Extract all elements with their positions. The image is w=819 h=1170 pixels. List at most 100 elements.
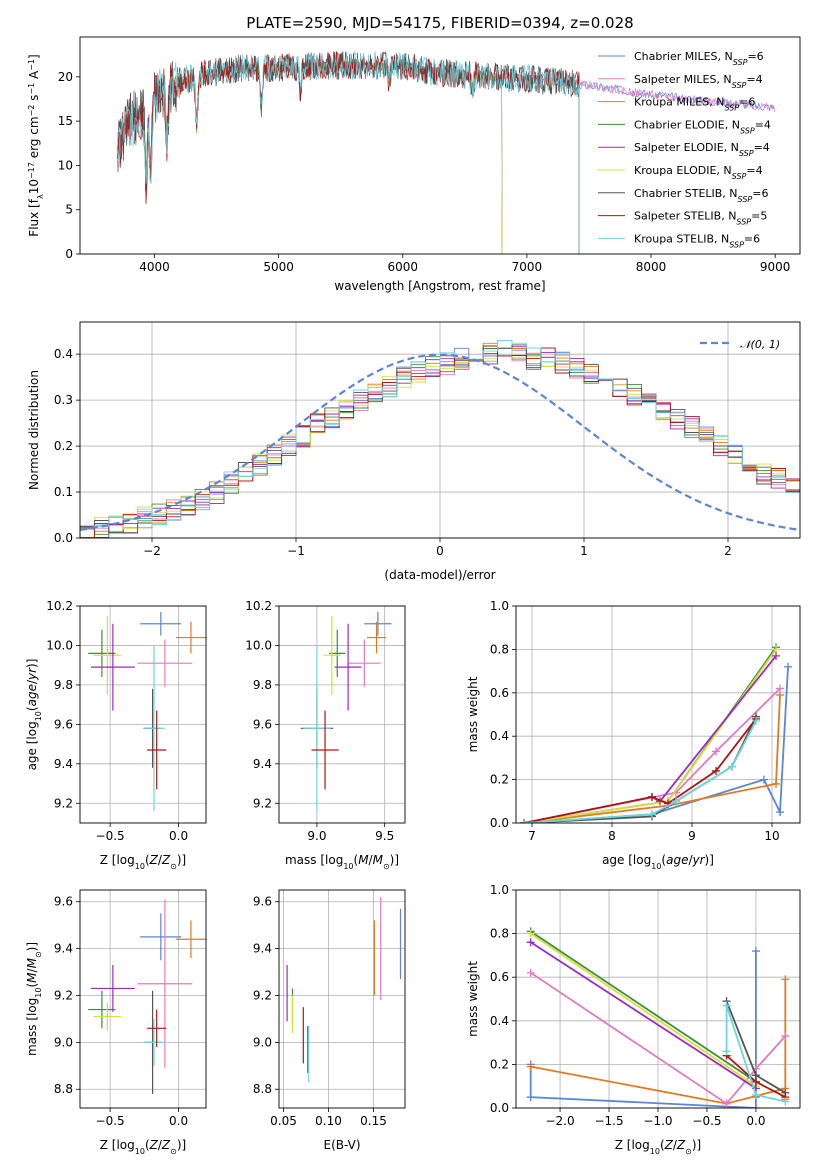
plot-area: [300, 611, 392, 812]
label-part: −2: [27, 105, 36, 117]
x-tick-label: 0.15: [360, 1114, 387, 1128]
label-part: /: [25, 679, 39, 684]
weight-series-salpeter-elodie: [526, 938, 760, 1093]
label-part: Flux [f: [27, 198, 41, 236]
label-part: age: [666, 853, 688, 867]
label-part: yr: [692, 853, 706, 867]
weight-series-chabrier-elodie: [526, 927, 760, 1086]
weight-marker: [722, 1047, 731, 1056]
plot-area: [526, 927, 790, 1108]
legend-sub: SSP: [724, 103, 739, 112]
errorbar-salpeter-stelib: [311, 710, 339, 790]
label-part: Z [log: [100, 853, 135, 867]
weight-line: [530, 941, 757, 1090]
y-tick-label: 9.6: [54, 895, 73, 909]
legend-text: Chabrier ELODIE, N: [634, 118, 740, 131]
y-tick-label: 9.4: [54, 757, 73, 771]
y-tick-label: 0.8: [490, 927, 509, 941]
chart-title: PLATE=2590, MJD=54175, FIBERID=0394, z=0…: [246, 14, 633, 32]
legend-sub: SSP: [736, 217, 751, 226]
legend-n: =6: [752, 187, 768, 200]
legend-sub: SSP: [732, 172, 747, 181]
weight-marker: [781, 1097, 790, 1106]
y-axis-label: age [log10(age/yr)]: [25, 659, 43, 771]
y-tick-label: 9.6: [54, 717, 73, 731]
label-part: Z [log: [615, 1138, 650, 1152]
weight-marker: [648, 792, 656, 801]
label-part: (: [145, 1138, 150, 1152]
weight-marker: [526, 1062, 535, 1071]
y-axis-label: Normed distribution: [27, 370, 41, 490]
weight-marker: [751, 1077, 760, 1086]
errorbar-salpeter-miles: [137, 639, 193, 687]
label-part: (: [661, 853, 666, 867]
label-part: 10: [650, 1147, 660, 1156]
spectrum-line-salpeter-stelib: [116, 50, 580, 254]
weight-line: [530, 932, 757, 1087]
y-tick-label: 5: [65, 203, 73, 217]
histogram-kroupa-stelib: [80, 340, 800, 538]
panel-spectrum: 4000 5000 6000 7000 8000 9000 0 5 10 15 20 waveleng…: [27, 36, 801, 293]
x-tick-label: −0.5: [96, 1114, 125, 1128]
errorbar-kroupa-stelib: [303, 645, 331, 812]
legend-text: Kroupa MILES, N: [634, 96, 724, 109]
label-part: ]: [27, 54, 41, 59]
weight-marker: [526, 1093, 535, 1102]
label-part: −1: [27, 83, 36, 95]
label-part: 10: [135, 862, 145, 871]
label-part: mass [log: [25, 998, 39, 1056]
weight-series-kroupa-miles: [520, 690, 784, 823]
y-tick-label: 0.0: [490, 816, 509, 830]
weight-marker: [526, 968, 535, 977]
weight-series-kroupa-stelib: [520, 717, 760, 823]
x-tick-label: 0.0: [169, 1114, 188, 1128]
histogram-kroupa-elodie: [80, 340, 800, 538]
label-part: )]: [25, 659, 39, 668]
label-part: Z: [676, 1138, 686, 1152]
label-part: M: [25, 957, 39, 968]
x-tick-label: −0.5: [692, 1114, 721, 1128]
plot-area: [116, 50, 776, 254]
legend-n: =6: [747, 50, 763, 63]
weight-marker: [776, 684, 784, 693]
label-part: Z [log: [100, 1138, 135, 1152]
x-tick-label: 0: [436, 544, 444, 558]
weight-line: [523, 716, 757, 823]
errorbar-chabrier-miles: [364, 611, 392, 636]
plot-area: [88, 899, 206, 1094]
y-tick-label: 0: [65, 247, 73, 261]
weight-series-salpeter-miles: [526, 968, 790, 1108]
y-tick-label: 9.2: [54, 796, 73, 810]
legend-text: Kroupa ELODIE, N: [634, 164, 732, 177]
label-part: 10: [135, 1147, 145, 1156]
errorbar-kroupa-stelib: [143, 1018, 165, 1066]
legend-text: Kroupa STELIB, N: [634, 232, 729, 245]
label-part: −17: [27, 162, 36, 179]
errorbar-chabrier-miles: [140, 913, 182, 961]
label-part: 10: [651, 862, 661, 871]
errorbar-kroupa-elodie: [323, 615, 340, 695]
y-tick-label: 0.4: [490, 729, 509, 743]
y-tick-label: 0.6: [490, 970, 509, 984]
label-part: 10: [34, 988, 43, 998]
y-axis-label: Flux [fλ10−17 erg cm−2 s−1 A−1]: [27, 54, 45, 236]
panel-Z-age: −0.5 0.09.29.49.69.810.010.2Z [log10(Z/Z⊙…: [25, 599, 207, 871]
weight-marker: [751, 1104, 760, 1108]
x-tick-label: 0.0: [169, 829, 188, 843]
weight-line: [529, 951, 757, 1108]
y-tick-label: 0.3: [54, 393, 73, 407]
x-tick-label: −2.0: [545, 1114, 574, 1128]
label-part: (: [660, 1138, 665, 1152]
y-tick-label: 10.0: [46, 638, 73, 652]
legend-label: Kroupa MILES, NSSP=6: [634, 96, 755, 113]
x-axis-label: wavelength [Angstrom, rest frame]: [334, 279, 545, 293]
weight-marker: [776, 808, 784, 817]
legend-label: 𝒩(0, 1): [740, 338, 780, 351]
errorbar-salpeter-stelib: [147, 1009, 167, 1048]
gaussian-curve: [80, 353, 800, 531]
x-tick-label: 9: [688, 829, 696, 843]
y-tick-label: 8.8: [54, 1082, 73, 1096]
x-tick-label: −1.5: [594, 1114, 623, 1128]
legend-n: =4: [754, 141, 770, 154]
